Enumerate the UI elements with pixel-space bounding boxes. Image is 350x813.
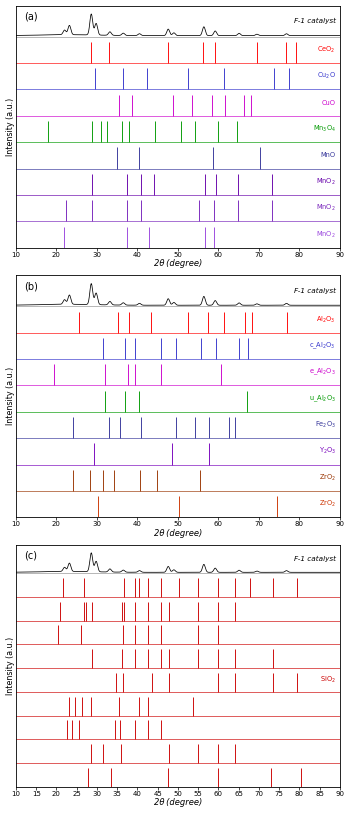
Text: MnO$_{2}$: MnO$_{2}$ — [316, 176, 336, 187]
Text: ZrO$_{2}$: ZrO$_{2}$ — [319, 499, 336, 509]
X-axis label: 2θ (degree): 2θ (degree) — [154, 528, 202, 538]
Text: (c): (c) — [24, 551, 37, 561]
X-axis label: 2θ (degree): 2θ (degree) — [154, 798, 202, 807]
Text: Cu$_{2}$O$_{}$: Cu$_{2}$O$_{}$ — [317, 71, 336, 81]
Y-axis label: Intensity (a.u.): Intensity (a.u.) — [6, 98, 15, 156]
Text: F-1 catalyst: F-1 catalyst — [294, 288, 336, 293]
Text: e_Al$_{2}$O$_{3}$: e_Al$_{2}$O$_{3}$ — [309, 367, 336, 377]
Text: Al$_{2}$O$_{3}$: Al$_{2}$O$_{3}$ — [316, 315, 336, 324]
Text: Mn$_{3}$O$_{4}$: Mn$_{3}$O$_{4}$ — [313, 124, 336, 134]
Text: F-1 catalyst: F-1 catalyst — [294, 18, 336, 24]
Text: c_Al$_{2}$O$_{3}$: c_Al$_{2}$O$_{3}$ — [309, 341, 336, 351]
Text: MnO$_{2}$: MnO$_{2}$ — [316, 229, 336, 240]
Text: F-1 catalyst: F-1 catalyst — [294, 556, 336, 562]
Text: u_Al$_{2}$O$_{3}$: u_Al$_{2}$O$_{3}$ — [309, 393, 336, 404]
Text: MnO: MnO — [321, 152, 336, 159]
Text: Y$_{2}$O$_{3}$: Y$_{2}$O$_{3}$ — [319, 446, 336, 456]
Y-axis label: Intensity (a.u.): Intensity (a.u.) — [6, 367, 15, 425]
Text: (a): (a) — [24, 11, 38, 22]
Text: CeO$_{2}$: CeO$_{2}$ — [317, 45, 336, 55]
Text: MnO$_{2}$: MnO$_{2}$ — [316, 203, 336, 213]
Text: SiO$_{2}$: SiO$_{2}$ — [320, 675, 336, 685]
Y-axis label: Intensity (a.u.): Intensity (a.u.) — [6, 637, 15, 695]
Text: CuO: CuO — [322, 100, 336, 106]
X-axis label: 2θ (degree): 2θ (degree) — [154, 259, 202, 268]
Text: ZrO$_{2}$: ZrO$_{2}$ — [319, 472, 336, 483]
Text: (b): (b) — [24, 281, 38, 291]
Text: Fe$_{2}$O$_{3}$: Fe$_{2}$O$_{3}$ — [315, 420, 336, 430]
